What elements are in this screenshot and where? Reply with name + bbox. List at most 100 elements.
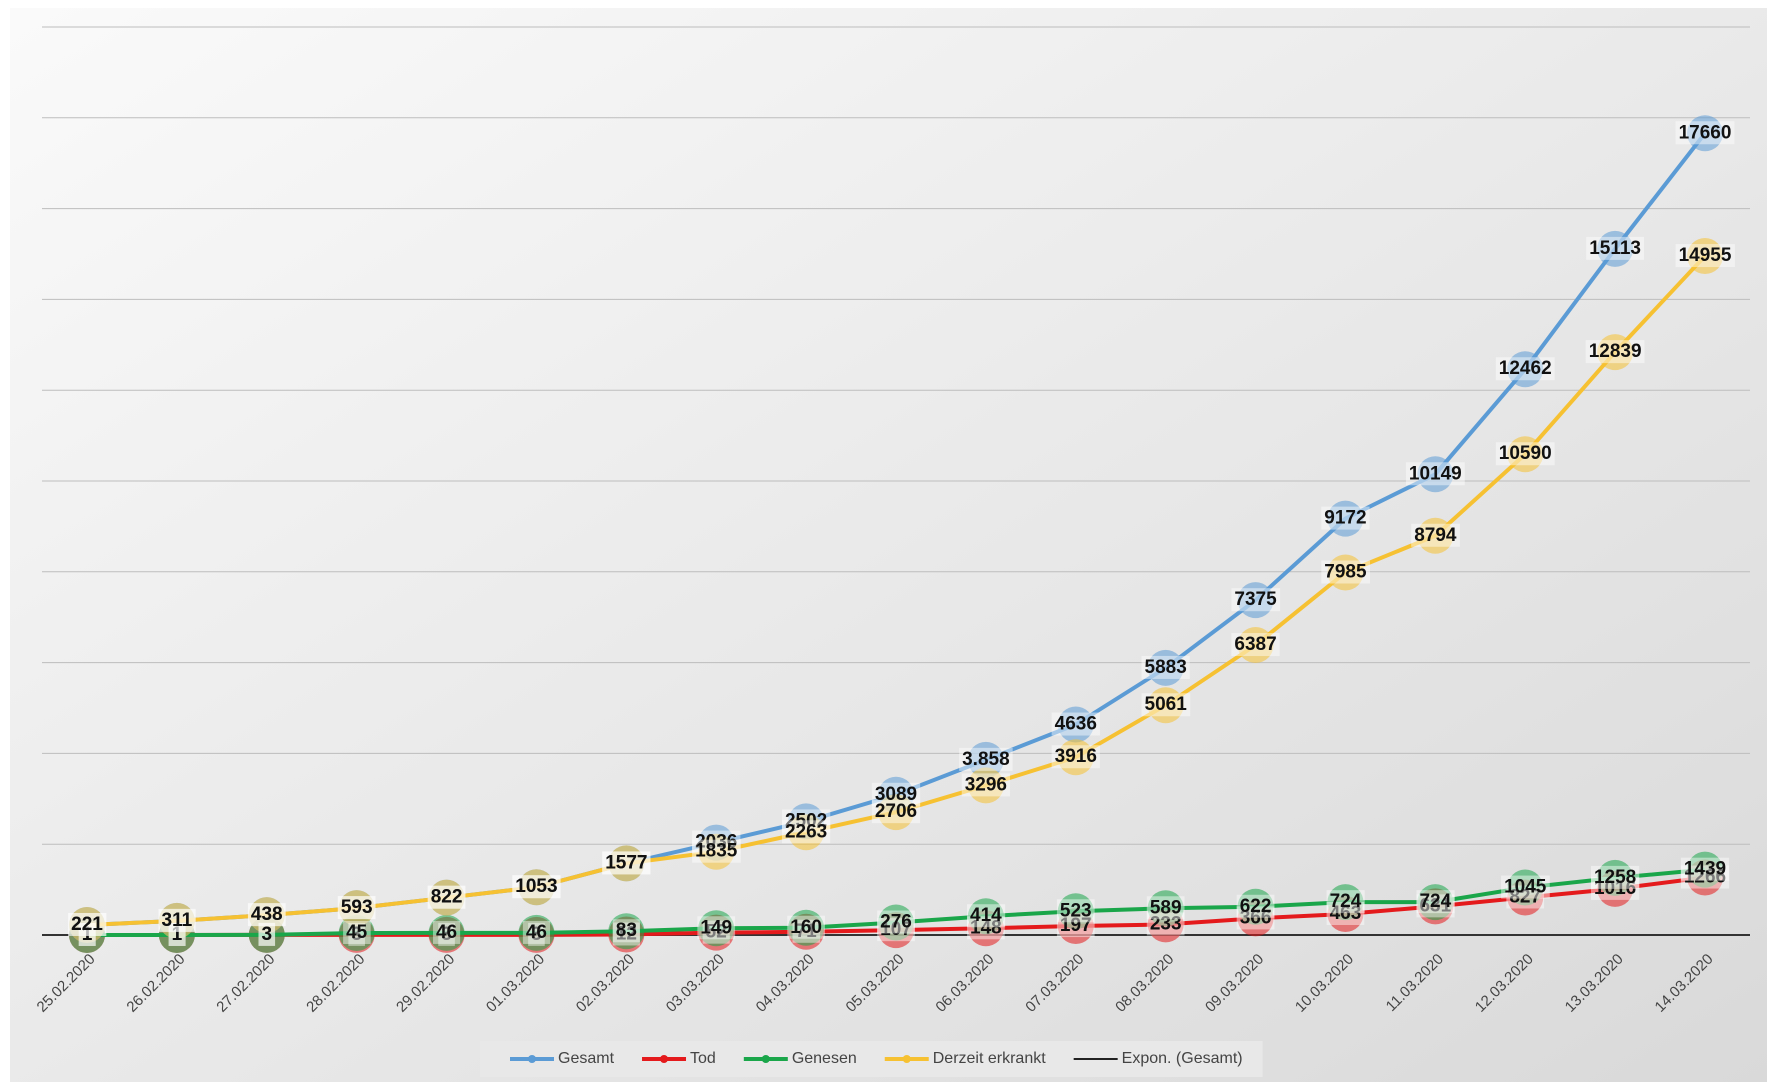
data-label: 107 — [880, 919, 912, 940]
data-label-bg — [877, 910, 915, 934]
data-label-group: 3296 — [961, 773, 1011, 797]
data-label: 622 — [1240, 896, 1272, 917]
marker — [1597, 230, 1634, 267]
data-label-bg — [612, 919, 640, 943]
marker — [1507, 869, 1544, 906]
data-label: 1439 — [1684, 859, 1726, 880]
data-label-group: 148 — [967, 916, 1005, 940]
data-label-group: 1439 — [1680, 857, 1730, 881]
data-label-group: 46 — [432, 920, 461, 944]
data-label-group: 46 — [522, 920, 551, 944]
data-label-bg — [247, 903, 286, 927]
data-label-bg — [877, 918, 915, 942]
data-label-group: 221 — [68, 912, 107, 936]
data-label: 1053 — [515, 876, 557, 897]
data-label: 1835 — [695, 841, 738, 862]
data-label-group: 593 — [337, 896, 376, 920]
data-label-group: 1045 — [1501, 875, 1550, 899]
data-label-group: 71 — [792, 919, 821, 943]
marker — [1687, 238, 1723, 275]
data-label: 14955 — [1679, 245, 1732, 266]
data-label-group: 3089 — [871, 782, 921, 806]
marker — [698, 833, 735, 870]
data-label-bg — [1680, 857, 1730, 881]
data-label-bg — [602, 851, 651, 875]
data-label-group: 14955 — [1675, 244, 1735, 268]
data-label-bg — [787, 915, 825, 939]
data-label: 311 — [162, 910, 193, 931]
marker — [1057, 706, 1094, 743]
data-label: 593 — [341, 897, 373, 918]
data-label-bg — [432, 920, 461, 944]
data-label-bg — [1586, 236, 1645, 260]
data-label: 3 — [261, 924, 272, 945]
data-label: 149 — [700, 917, 732, 938]
marker — [967, 898, 1004, 935]
data-label-bg — [68, 912, 107, 936]
marker — [1417, 884, 1454, 921]
data-label-group: 2706 — [871, 800, 921, 824]
data-label: 221 — [71, 914, 103, 935]
marker — [1057, 893, 1094, 930]
data-label-bg — [68, 912, 107, 936]
marker — [1597, 859, 1634, 896]
legend-box — [480, 1041, 1263, 1077]
data-label-group: 1835 — [692, 839, 741, 863]
data-label: 276 — [880, 911, 912, 932]
data-label: 631 — [1419, 895, 1451, 916]
data-label-bg — [1495, 357, 1555, 381]
data-label-bg — [967, 904, 1006, 928]
data-label-bg — [1590, 876, 1640, 900]
data-label-group: 822 — [427, 885, 466, 909]
data-label-bg — [967, 916, 1005, 940]
data-label-group: 1053 — [512, 875, 561, 899]
data-label-group: 12839 — [1585, 340, 1645, 364]
data-label-group: 10149 — [1405, 462, 1465, 486]
data-label-bg — [961, 773, 1011, 797]
data-label: 83 — [616, 920, 637, 941]
data-label-bg — [1326, 890, 1365, 914]
legend-marker — [761, 1055, 770, 1063]
data-label: 3 — [531, 924, 542, 945]
data-label-group: 311 — [158, 908, 196, 932]
data-label-bg — [871, 782, 921, 806]
data-label-bg — [1231, 633, 1280, 657]
data-label-bg — [348, 922, 365, 946]
marker — [698, 910, 735, 947]
data-label-group: 366 — [1236, 906, 1275, 930]
data-label: 1053 — [515, 876, 557, 897]
data-label-bg — [1326, 901, 1365, 925]
data-label-bg — [1675, 244, 1735, 268]
data-label-bg — [78, 922, 96, 946]
data-label: 463 — [1330, 903, 1362, 924]
data-label: 9172 — [1324, 508, 1366, 529]
marker — [788, 909, 825, 946]
legend-marker — [902, 1055, 911, 1063]
data-label-group: 1577 — [602, 851, 651, 875]
data-label: 3296 — [965, 774, 1007, 795]
data-label: 5883 — [1145, 657, 1187, 678]
data-label-group: 3 — [258, 922, 276, 946]
marker — [1507, 436, 1544, 473]
data-label: 438 — [251, 904, 283, 925]
data-label-group: 52 — [702, 920, 730, 944]
data-label: 414 — [970, 905, 1002, 926]
data-label-bg — [337, 896, 376, 920]
data-label: 3089 — [875, 784, 917, 805]
marker — [248, 897, 285, 934]
data-label: 15113 — [1589, 238, 1641, 259]
data-label: 12462 — [1499, 358, 1552, 379]
data-label: 12839 — [1589, 341, 1642, 362]
data-label-group: 10590 — [1495, 442, 1555, 466]
data-label-bg — [1506, 885, 1545, 909]
data-label: 10149 — [1409, 463, 1462, 484]
data-label: 822 — [431, 887, 463, 908]
data-label-group: 15113 — [1586, 236, 1645, 260]
legend-label: Expon. (Gesamt) — [1122, 1050, 1243, 1067]
data-label: 438 — [251, 904, 283, 925]
data-label-bg — [1321, 506, 1370, 530]
data-label-bg — [438, 922, 455, 946]
data-label-bg — [1141, 655, 1190, 679]
data-label-bg — [1236, 906, 1275, 930]
data-label: 233 — [1150, 913, 1182, 934]
